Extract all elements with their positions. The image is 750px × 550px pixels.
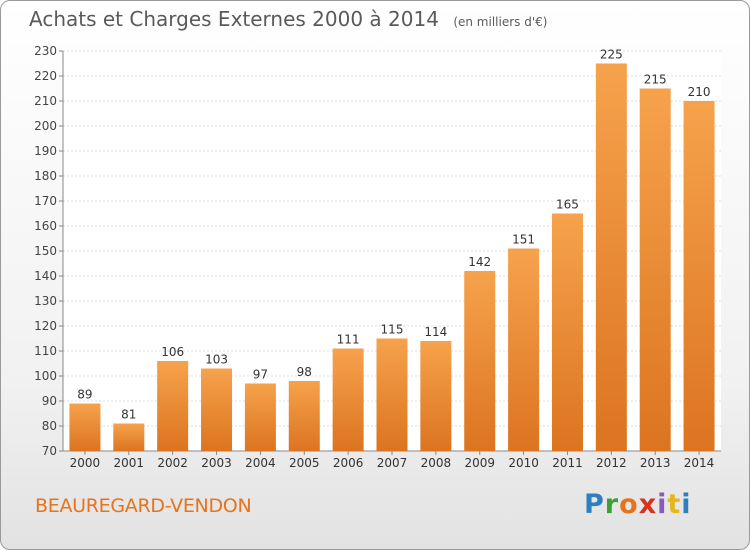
- x-tick-label: 2006: [333, 456, 364, 470]
- bar-value-label: 97: [253, 368, 268, 382]
- bar-value-label: 89: [77, 388, 92, 402]
- logo-letter: r: [604, 489, 620, 520]
- y-tick-label: 90: [42, 394, 57, 408]
- bar: [639, 88, 671, 451]
- x-tick-label: 2010: [508, 456, 539, 470]
- bar-value-label: 98: [297, 365, 312, 379]
- bar-value-label: 165: [556, 198, 579, 212]
- y-tick-label: 220: [34, 69, 57, 83]
- logo-letter: i: [681, 489, 692, 520]
- chart-title: Achats et Charges Externes 2000 à 2014 (…: [29, 7, 547, 31]
- x-tick-label: 2007: [377, 456, 408, 470]
- x-tick-label: 2009: [464, 456, 495, 470]
- bar: [376, 338, 408, 451]
- x-tick-label: 2012: [596, 456, 627, 470]
- bar-value-label: 115: [381, 323, 404, 337]
- x-tick-label: 2004: [245, 456, 276, 470]
- bar-value-label: 81: [121, 408, 136, 422]
- bar-value-label: 103: [205, 353, 228, 367]
- y-tick-label: 230: [34, 44, 57, 58]
- y-tick-label: 100: [34, 369, 57, 383]
- x-tick-label: 2000: [70, 456, 101, 470]
- town-name: BEAUREGARD-VENDON: [35, 495, 252, 517]
- y-tick-label: 70: [42, 444, 57, 458]
- bar: [595, 63, 627, 451]
- x-tick-label: 2013: [640, 456, 671, 470]
- bar: [157, 361, 189, 451]
- logo-letter: t: [667, 489, 682, 520]
- y-tick-label: 190: [34, 144, 57, 158]
- bar: [420, 341, 452, 451]
- bar-value-label: 114: [424, 325, 447, 339]
- x-tick-label: 2008: [421, 456, 452, 470]
- x-tick-label: 2005: [289, 456, 320, 470]
- chart-subtitle: (en milliers d'€): [453, 15, 548, 29]
- bar-value-label: 225: [600, 48, 623, 62]
- logo-letter: i: [657, 489, 668, 520]
- bar: [69, 403, 101, 451]
- y-tick-label: 120: [34, 319, 57, 333]
- bar: [244, 383, 276, 451]
- bar: [683, 101, 715, 451]
- bar: [508, 248, 540, 451]
- bar-value-label: 215: [644, 73, 667, 87]
- bar-value-label: 142: [468, 255, 491, 269]
- y-tick-label: 150: [34, 244, 57, 258]
- x-tick-label: 2002: [157, 456, 188, 470]
- bar: [113, 423, 145, 451]
- y-tick-label: 210: [34, 94, 57, 108]
- bar: [551, 213, 583, 451]
- bar-value-label: 106: [161, 345, 184, 359]
- proxiti-logo: Proxiti: [584, 489, 692, 520]
- x-tick-label: 2011: [552, 456, 583, 470]
- x-tick-label: 2014: [684, 456, 715, 470]
- bar-value-label: 210: [688, 85, 711, 99]
- logo-letter: x: [638, 489, 658, 520]
- y-tick-label: 140: [34, 269, 57, 283]
- bar: [288, 381, 320, 451]
- y-tick-label: 80: [42, 419, 57, 433]
- bar-value-label: 151: [512, 233, 535, 247]
- bar-value-label: 111: [337, 333, 360, 347]
- x-tick-label: 2001: [114, 456, 145, 470]
- y-tick-label: 130: [34, 294, 57, 308]
- logo-letter: o: [619, 489, 639, 520]
- bar: [464, 271, 496, 451]
- y-tick-label: 180: [34, 169, 57, 183]
- bar: [332, 348, 364, 451]
- x-tick-label: 2003: [201, 456, 232, 470]
- y-tick-label: 110: [34, 344, 57, 358]
- y-tick-label: 200: [34, 119, 57, 133]
- y-tick-label: 170: [34, 194, 57, 208]
- y-tick-label: 160: [34, 219, 57, 233]
- chart-title-text: Achats et Charges Externes 2000 à 2014: [29, 7, 439, 31]
- logo-letter: P: [584, 489, 605, 520]
- bar: [201, 368, 233, 451]
